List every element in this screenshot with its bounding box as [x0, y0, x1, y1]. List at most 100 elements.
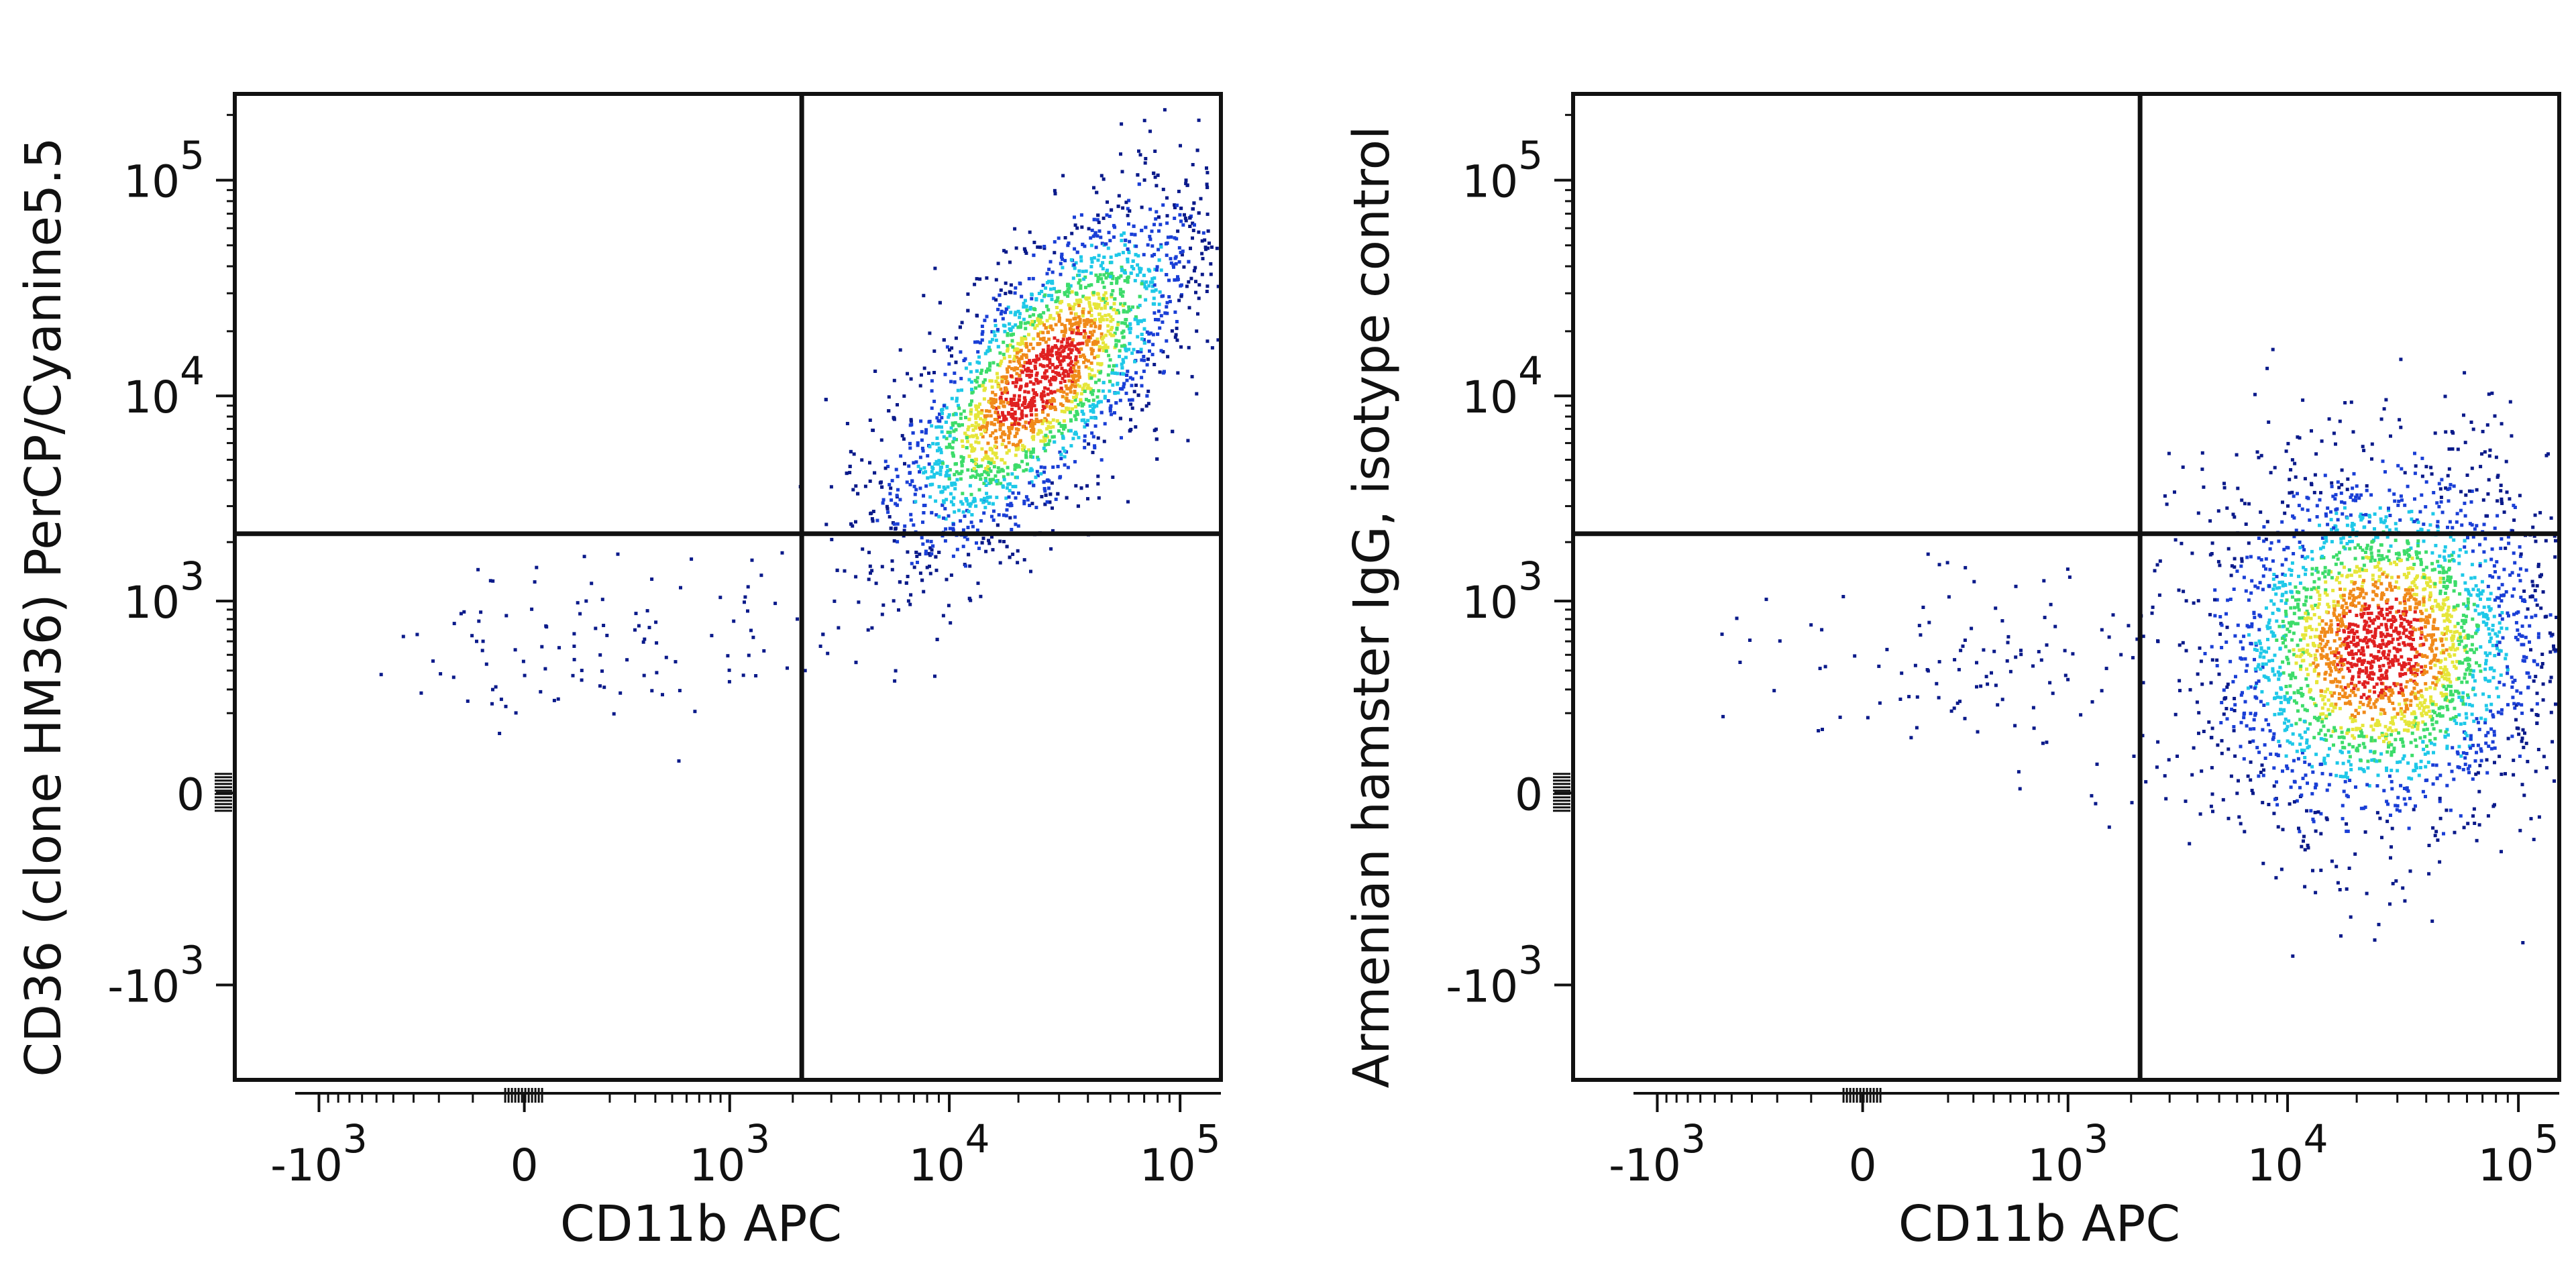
data-point-low — [650, 577, 654, 581]
data-point-main — [991, 518, 996, 522]
data-point-main — [1102, 341, 1106, 345]
data-point-main — [2410, 632, 2414, 637]
data-point-main — [2371, 573, 2375, 577]
data-point-main — [1189, 276, 1193, 280]
data-point-main — [1071, 328, 1075, 332]
data-point-main — [2255, 681, 2259, 685]
data-point-main — [984, 414, 988, 418]
data-point-main — [1102, 285, 1106, 289]
data-point-main — [1024, 252, 1028, 255]
data-point-main — [1043, 376, 1047, 380]
data-point-main — [1133, 278, 1137, 282]
data-point-main — [1102, 293, 1106, 297]
data-point-main — [1010, 422, 1014, 426]
data-point-main — [2441, 566, 2445, 570]
data-point-main — [972, 459, 976, 463]
data-point-main — [995, 455, 999, 459]
data-point-main — [2288, 478, 2292, 482]
data-point-main — [1044, 286, 1048, 290]
data-point-main — [2483, 559, 2487, 563]
data-point-main — [2296, 689, 2300, 693]
data-point-main — [1027, 368, 1031, 372]
data-point-main — [1098, 317, 1102, 321]
data-point-main — [1004, 496, 1008, 500]
data-point-main — [2246, 774, 2250, 778]
data-point-low — [476, 567, 480, 571]
data-point-main — [1091, 410, 1095, 414]
data-point-main — [1007, 365, 1011, 369]
data-point-main — [2341, 775, 2345, 779]
data-point-main — [2424, 687, 2428, 692]
data-point-main — [2447, 554, 2451, 558]
data-point-main — [2464, 550, 2468, 554]
data-point-main — [2351, 522, 2355, 525]
data-point-main — [2275, 586, 2279, 590]
data-point-main — [2535, 603, 2539, 607]
data-point-main — [1030, 296, 1034, 300]
data-point-main — [1050, 391, 1053, 395]
data-point-main — [2358, 657, 2361, 661]
data-point-main — [1122, 382, 1126, 386]
data-point-main — [2497, 586, 2501, 590]
data-point-main — [1071, 338, 1075, 342]
data-point-main — [2351, 720, 2355, 724]
data-point-main — [998, 364, 1002, 368]
data-point-main — [1034, 297, 1038, 301]
data-point-main — [1072, 366, 1075, 370]
data-point-main — [2377, 658, 2380, 662]
data-point-main — [1050, 377, 1054, 381]
data-point-main — [1050, 294, 1054, 298]
data-point-main — [1057, 319, 1061, 323]
data-point-main — [994, 319, 997, 323]
data-point-main — [1097, 326, 1102, 330]
data-point-main — [2316, 570, 2320, 574]
data-point-main — [2291, 514, 2295, 518]
data-point-main — [1172, 265, 1175, 269]
data-point-main — [2394, 563, 2398, 567]
data-point-main — [1002, 323, 1006, 327]
data-point-main — [2462, 826, 2466, 830]
data-point-main — [1077, 269, 1081, 273]
data-point-low — [751, 635, 755, 639]
data-point-main — [1195, 392, 1199, 396]
data-point-main — [1034, 476, 1038, 480]
data-point-main — [996, 523, 1000, 527]
data-point-main — [2349, 702, 2353, 706]
data-point-main — [2164, 797, 2168, 801]
data-point-main — [963, 514, 967, 518]
data-point-main — [1008, 360, 1012, 364]
data-point-main — [2364, 666, 2368, 670]
data-point-main — [1099, 410, 1104, 415]
data-point-main — [1129, 418, 1132, 422]
data-point-main — [2304, 572, 2307, 576]
data-point-main — [2359, 545, 2362, 549]
data-point-main — [922, 466, 926, 470]
data-point-main — [1032, 313, 1036, 317]
data-point-main — [1002, 249, 1006, 253]
data-point-main — [1182, 265, 1186, 269]
data-point-main — [2337, 571, 2341, 575]
data-point-main — [1032, 447, 1035, 451]
data-point-main — [2438, 816, 2443, 820]
data-point-main — [2158, 559, 2162, 563]
data-point-main — [978, 277, 982, 281]
data-point-main — [1083, 434, 1087, 438]
data-point-low — [605, 633, 609, 637]
data-point-main — [1097, 296, 1102, 300]
data-point-main — [1044, 326, 1048, 330]
data-point-main — [2351, 653, 2355, 657]
data-point-main — [892, 539, 896, 543]
data-point-main — [1102, 380, 1106, 384]
data-point-main — [951, 522, 955, 527]
data-point-main — [1095, 306, 1099, 310]
data-point-main — [1116, 309, 1120, 313]
data-point-main — [2244, 589, 2248, 593]
data-point-main — [1109, 255, 1113, 259]
data-point-main — [1128, 429, 1132, 433]
data-point-main — [2324, 622, 2328, 626]
data-point-main — [2258, 581, 2262, 585]
data-point-main — [2455, 659, 2459, 663]
data-point-main — [990, 330, 994, 334]
data-point-main — [2373, 656, 2377, 660]
data-point-low — [533, 580, 537, 584]
